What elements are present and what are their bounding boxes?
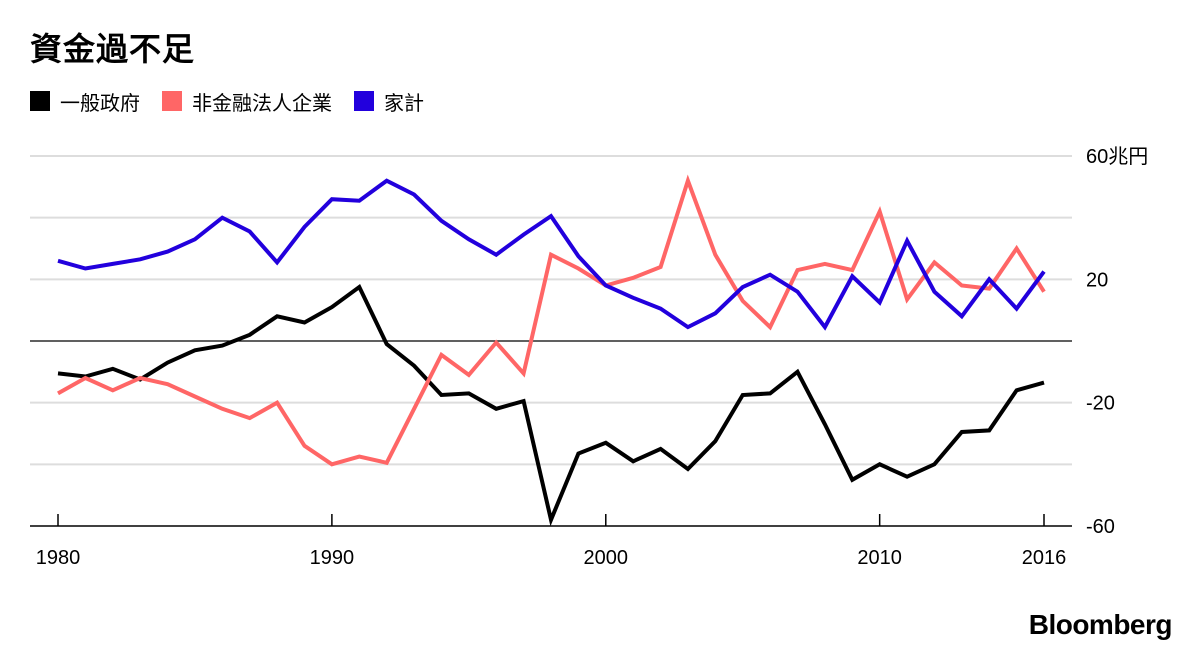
y-tick-label: 20 xyxy=(1086,269,1108,291)
series-line-corporate xyxy=(57,174,1046,467)
legend-item-household: 家計 xyxy=(354,87,424,116)
x-tick-label: 2016 xyxy=(1022,547,1067,569)
grid-lines xyxy=(30,155,1072,527)
x-tick-label: 2000 xyxy=(584,547,629,569)
legend-item-corporate: 非金融法人企業 xyxy=(162,87,332,116)
axes: 60兆円 20 -20 -60 1980 1990 2000 2010 2016 xyxy=(36,145,1149,569)
legend-label-government: 一般政府 xyxy=(60,90,140,115)
x-tick-label: 2010 xyxy=(857,547,902,569)
legend-swatch-household xyxy=(354,91,374,111)
y-tick-label: 60兆円 xyxy=(1086,145,1148,168)
legend-label-corporate: 非金融法人企業 xyxy=(192,90,332,115)
series-line-government xyxy=(57,283,1045,527)
series-line-household xyxy=(57,178,1046,331)
bloomberg-logo: Bloomberg xyxy=(1028,609,1173,640)
x-tick-label: 1980 xyxy=(36,547,81,569)
x-tick-label: 1990 xyxy=(310,547,355,569)
y-tick-label: -60 xyxy=(1086,516,1115,538)
chart-legend: 一般政府 非金融法人企業 家計 xyxy=(30,87,446,116)
legend-label-household: 家計 xyxy=(384,90,424,115)
legend-swatch-corporate xyxy=(162,91,182,111)
series-lines xyxy=(57,174,1046,527)
chart-title: 資金過不足 xyxy=(30,30,196,68)
y-tick-label: -20 xyxy=(1086,393,1115,415)
legend-item-government: 一般政府 xyxy=(30,87,140,116)
legend-swatch-government xyxy=(30,91,50,111)
